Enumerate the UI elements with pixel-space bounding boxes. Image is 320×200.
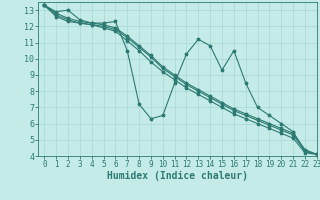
X-axis label: Humidex (Indice chaleur): Humidex (Indice chaleur) bbox=[107, 171, 248, 181]
